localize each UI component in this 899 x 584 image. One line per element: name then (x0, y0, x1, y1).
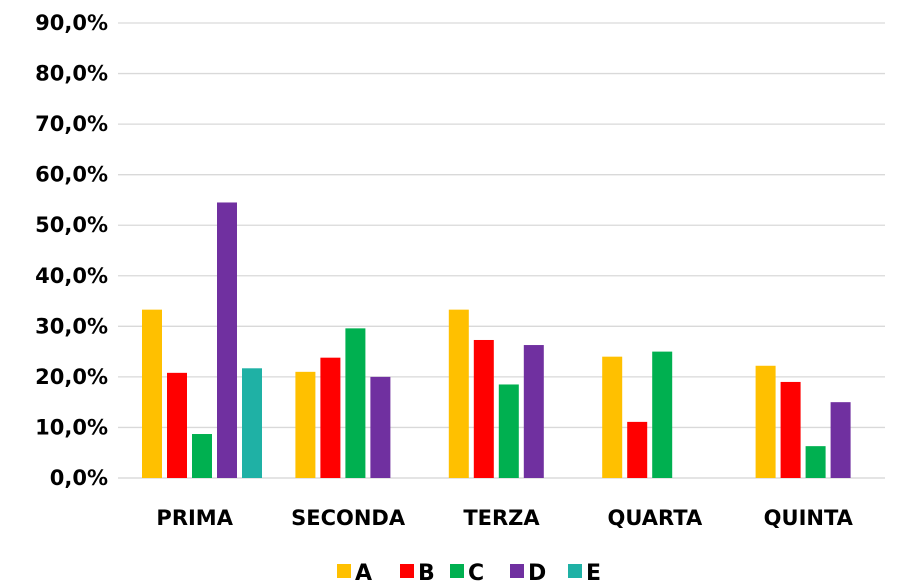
bar-quinta-d (830, 402, 851, 478)
bar-quarta-c (652, 351, 673, 478)
legend-swatch-a (337, 564, 351, 578)
bar-prima-a (142, 309, 162, 478)
bar-quarta-b (627, 421, 648, 478)
bar-quinta-a (755, 365, 776, 478)
y-tick-label: 80,0% (35, 62, 108, 86)
bars (142, 202, 851, 478)
legend-swatch-b (400, 564, 414, 578)
bar-prima-c (192, 434, 212, 478)
bar-prima-b (167, 372, 187, 478)
bar-prima-e (242, 368, 262, 478)
y-tick-label: 30,0% (35, 314, 108, 338)
bar-seconda-a (295, 371, 316, 478)
legend-label-b: B (418, 561, 435, 584)
y-tick-label: 60,0% (35, 163, 108, 187)
legend-label-c: C (468, 561, 484, 584)
category-label: QUINTA (764, 506, 854, 530)
y-tick-label: 40,0% (35, 264, 108, 288)
legend: A B C D E (337, 561, 601, 584)
legend-label-a: A (355, 561, 372, 584)
category-label: SECONDA (291, 506, 406, 530)
legend-swatch-c (450, 564, 464, 578)
legend-label-d: D (528, 561, 546, 584)
y-tick-label: 20,0% (35, 365, 108, 389)
y-tick-label: 10,0% (35, 415, 108, 439)
legend-label-e: E (586, 561, 601, 584)
legend-swatch-d (510, 564, 524, 578)
y-tick-label: 0,0% (50, 466, 108, 490)
bar-terza-c (498, 384, 519, 478)
bar-quinta-b (780, 381, 801, 478)
bar-seconda-d (370, 376, 391, 478)
bar-prima-d (217, 202, 237, 478)
bar-terza-b (473, 339, 494, 478)
y-tick-label: 90,0% (35, 11, 108, 35)
category-label: PRIMA (156, 506, 233, 530)
bar-seconda-b (320, 357, 341, 478)
legend-swatch-e (568, 564, 582, 578)
category-label: QUARTA (608, 506, 703, 530)
bar-quarta-a (602, 356, 623, 478)
y-tick-label: 70,0% (35, 112, 108, 136)
bar-quinta-c (805, 446, 826, 478)
y-axis-tick-labels: 0,0% 10,0% 20,0% 30,0% 40,0% 50,0% 60,0% 70,0% 8… (35, 11, 108, 490)
category-label: TERZA (463, 506, 540, 530)
x-axis-category-labels: PRIMA SECONDA TERZA QUARTA QUINTA (156, 506, 853, 530)
bar-terza-a (448, 309, 469, 478)
y-tick-label: 50,0% (35, 213, 108, 237)
bar-terza-d (523, 345, 544, 478)
bar-seconda-c (345, 328, 366, 478)
